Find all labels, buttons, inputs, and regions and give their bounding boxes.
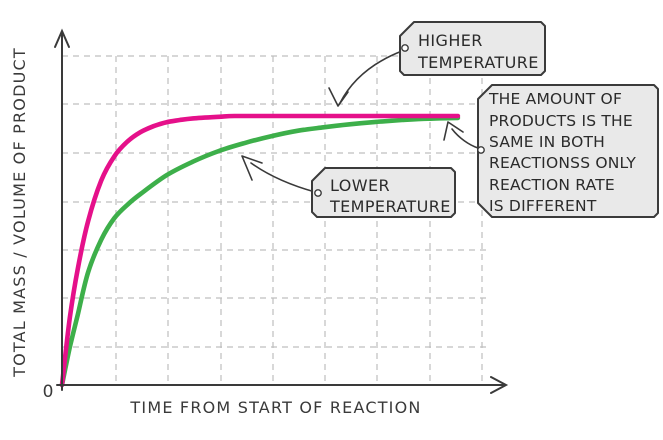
note-callout-arrow (451, 128, 479, 149)
note-callout-label: THE AMOUNT OF PRODUCTS IS THE SAME IN BO… (488, 90, 641, 215)
lower-callout-label: LOWER TEMPERATURE (329, 176, 451, 216)
note-callout-arrowhead-icon (443, 121, 464, 141)
lower-temperature-curve (59, 115, 461, 388)
note-callout: THE AMOUNT OF PRODUCTS IS THE SAME IN BO… (477, 84, 659, 218)
note-callout-connector-dot (477, 146, 485, 154)
higher-temperature-callout: HIGHER TEMPERATURE (399, 21, 546, 76)
higher-temperature-curve (59, 113, 461, 388)
y-axis-arrowhead-icon (54, 28, 70, 48)
higher-callout-arrowhead-icon (328, 87, 349, 107)
higher-callout-connector-dot (401, 44, 409, 52)
lower-callout-arrowhead-icon (241, 155, 263, 181)
higher-callout-arrow (339, 50, 403, 104)
x-axis-label: TIME FROM START OF REACTION (129, 398, 421, 417)
y-axis-label: TOTAL MASS / VOLUME OF PRODUCT (10, 47, 29, 378)
x-axis-arrowhead-icon (490, 376, 509, 394)
axes (54, 28, 509, 394)
note-callout-box (477, 84, 659, 218)
lower-callout-connector-dot (314, 189, 322, 197)
grid (62, 55, 487, 385)
leader-arrows (241, 50, 479, 193)
lower-callout-arrow (250, 162, 316, 193)
lower-temperature-callout: LOWER TEMPERATURE (311, 167, 456, 218)
lower-callout-box (311, 167, 456, 218)
higher-callout-box (399, 21, 546, 76)
origin-label: 0 (43, 382, 54, 402)
higher-callout-label: HIGHER TEMPERATURE (417, 31, 539, 72)
